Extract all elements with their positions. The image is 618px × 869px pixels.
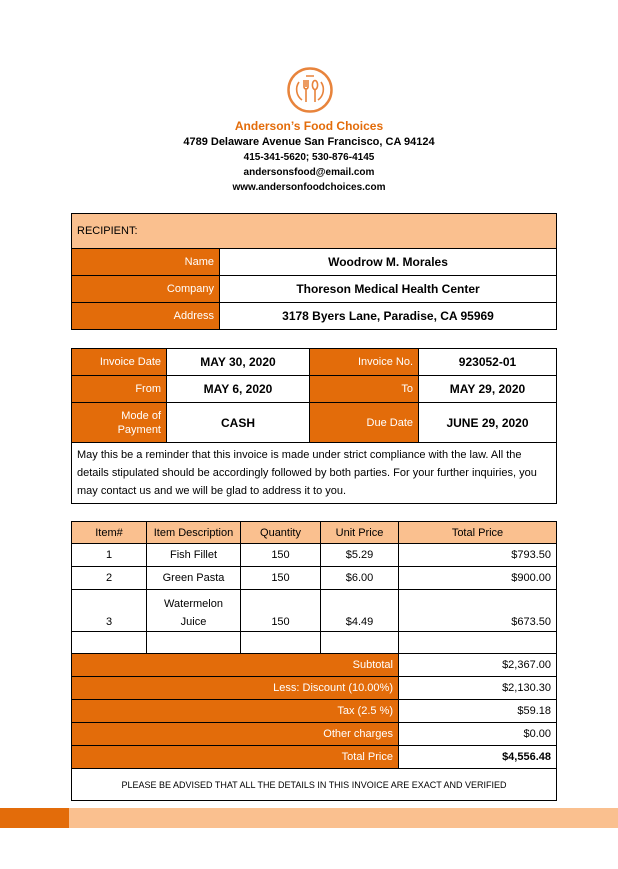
total-price-label: Total Price [71,745,399,769]
item-quantity: 150 [240,543,321,567]
col-description: Item Description [146,521,241,544]
footer-bar-light [69,808,618,828]
due-date: JUNE 29, 2020 [418,402,557,443]
item-quantity: 150 [240,589,321,632]
company-email: andersonsfood@email.com [243,167,375,178]
name-label: Name [71,248,220,276]
col-quantity: Quantity [240,521,321,544]
recipient-table: RECIPIENT: Name Woodrow M. Morales Compan… [71,213,557,330]
tax-value: $59.18 [398,699,557,723]
company-address: 4789 Delaware Avenue San Francisco, CA 9… [183,136,435,148]
subtotal-label: Subtotal [71,653,399,677]
name-value: Woodrow M. Morales [219,248,557,276]
item-no: 1 [71,543,147,567]
invoice-no-label: Invoice No. [309,348,419,376]
item-unit-price: $5.29 [320,543,399,567]
item-description: Green Pasta [146,566,241,590]
to-date: MAY 29, 2020 [418,375,557,403]
item-quantity: 150 [240,566,321,590]
company-label: Company [71,275,220,303]
table-row: 1 Fish Fillet 150 $5.29 $793.50 [71,543,557,567]
company-value: Thoreson Medical Health Center [219,275,557,303]
item-description: Watermelon Juice [146,589,241,632]
address-value: 3178 Byers Lane, Paradise, CA 95969 [219,302,557,330]
company-phone: 415-341-5620; 530-876-4145 [243,152,375,163]
item-total: $793.50 [398,543,557,567]
company-name: Anderson’s Food Choices [234,119,384,133]
items-table: Item# Item Description Quantity Unit Price T… [71,521,557,801]
invoice-no: 923052-01 [418,348,557,376]
due-date-label: Due Date [309,402,419,443]
empty-row [71,631,557,654]
fork-spoon-icon [287,67,333,113]
other-charges-label: Other charges [71,722,399,746]
item-unit-price: $4.49 [320,589,399,632]
company-website: www.andersonfoodchoices.com [232,182,386,193]
invoice-date-label: Invoice Date [71,348,167,376]
from-date: MAY 6, 2020 [166,375,310,403]
item-unit-price: $6.00 [320,566,399,590]
total-price-value: $4,556.48 [398,745,557,769]
compliance-note: May this be a reminder that this invoice… [71,442,557,504]
table-row: 2 Green Pasta 150 $6.00 $900.00 [71,566,557,590]
item-no: 3 [71,589,147,632]
payment-mode-label: Mode of Payment [71,402,167,443]
recipient-heading: RECIPIENT: [71,213,557,249]
payment-mode: CASH [166,402,310,443]
from-label: From [71,375,167,403]
footer-bar-accent [0,808,69,828]
discount-label: Less: Discount (10.00%) [71,676,399,700]
invoice-info-table: Invoice Date MAY 30, 2020 Invoice No. 92305… [71,348,557,504]
discount-value: $2,130.30 [398,676,557,700]
subtotal-value: $2,367.00 [398,653,557,677]
invoice-date: MAY 30, 2020 [166,348,310,376]
item-no: 2 [71,566,147,590]
table-row: 3 Watermelon Juice 150 $4.49 $673.50 [71,589,557,632]
item-description: Fish Fillet [146,543,241,567]
verification-footer: PLEASE BE ADVISED THAT ALL THE DETAILS I… [71,768,557,801]
item-total: $900.00 [398,566,557,590]
col-item-no: Item# [71,521,147,544]
col-unit-price: Unit Price [320,521,399,544]
to-label: To [309,375,419,403]
address-label: Address [71,302,220,330]
tax-label: Tax (2.5 %) [71,699,399,723]
other-charges-value: $0.00 [398,722,557,746]
item-total: $673.50 [398,589,557,632]
col-total-price: Total Price [398,521,557,544]
